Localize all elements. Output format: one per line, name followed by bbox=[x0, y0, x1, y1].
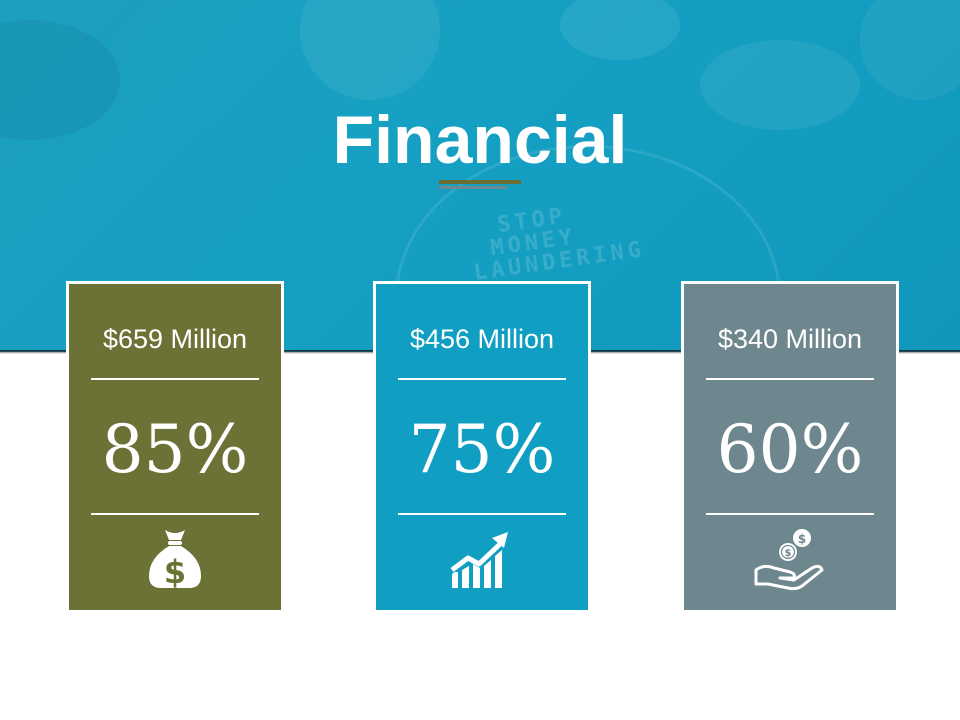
card-divider bbox=[706, 513, 874, 515]
hand-coins-icon: $ $ bbox=[754, 529, 824, 591]
card-percent: 60% bbox=[716, 411, 864, 488]
stat-card-1: $659 Million 85% $ bbox=[66, 281, 284, 613]
coin-decoration bbox=[860, 0, 960, 100]
card-amount: $340 Million bbox=[717, 324, 863, 354]
coin-decoration bbox=[300, 0, 440, 100]
card-amount: $456 Million bbox=[409, 324, 555, 354]
card-divider bbox=[91, 513, 259, 515]
page-title: Financial bbox=[332, 102, 628, 178]
title-underline-secondary bbox=[439, 186, 507, 189]
card-divider bbox=[706, 378, 874, 380]
coin-decoration bbox=[700, 40, 860, 130]
svg-text:$: $ bbox=[785, 548, 792, 559]
card-percent: 85% bbox=[101, 411, 249, 488]
stat-card-2: $456 Million 75% bbox=[373, 281, 591, 613]
card-divider bbox=[398, 513, 566, 515]
svg-text:$: $ bbox=[798, 532, 806, 546]
card-percent: 75% bbox=[408, 411, 556, 488]
svg-text:$: $ bbox=[164, 553, 186, 591]
coin-decoration bbox=[560, 0, 680, 60]
stat-card-3: $340 Million 60% $ $ bbox=[681, 281, 899, 613]
title-underline bbox=[439, 180, 521, 184]
money-bag-icon: $ bbox=[149, 530, 201, 591]
growth-chart-icon bbox=[450, 532, 508, 588]
card-divider bbox=[398, 378, 566, 380]
card-amount: $659 Million bbox=[102, 324, 248, 354]
card-divider bbox=[91, 378, 259, 380]
